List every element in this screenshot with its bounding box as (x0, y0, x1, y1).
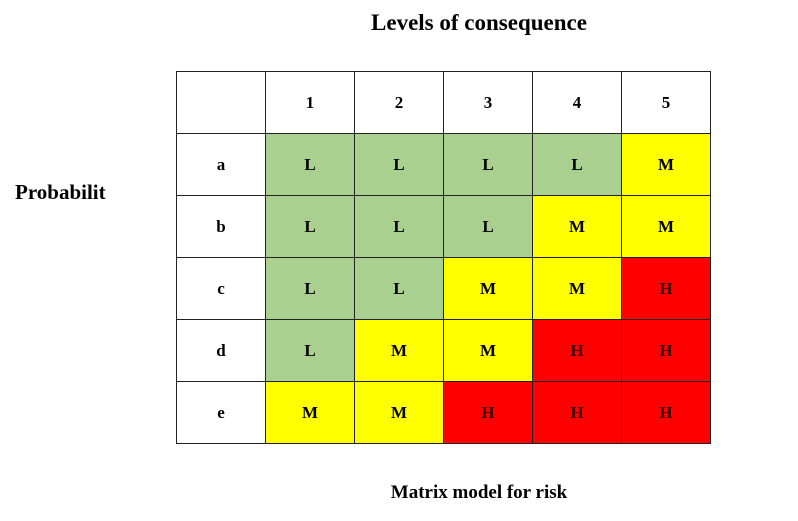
risk-cell: L (265, 319, 355, 382)
risk-cell: M (532, 257, 622, 320)
risk-cell: L (354, 257, 444, 320)
risk-cell: H (532, 381, 622, 444)
col-header: 5 (621, 71, 711, 134)
risk-cell: H (443, 381, 533, 444)
risk-cell: L (532, 133, 622, 196)
corner-cell (176, 71, 266, 134)
risk-cell: M (265, 381, 355, 444)
risk-cell: H (621, 381, 711, 444)
risk-cell: L (265, 257, 355, 320)
risk-cell: L (265, 133, 355, 196)
col-header: 4 (532, 71, 622, 134)
risk-cell: M (621, 133, 711, 196)
risk-cell: M (621, 195, 711, 258)
col-header: 2 (354, 71, 444, 134)
col-header: 1 (265, 71, 355, 134)
risk-cell: M (532, 195, 622, 258)
y-axis-label: Probabilit (15, 180, 106, 204)
chart-caption: Matrix model for risk (390, 482, 568, 503)
risk-cell: H (621, 257, 711, 320)
chart-title: Levels of consequence (371, 10, 587, 35)
risk-cell: M (443, 257, 533, 320)
row-header: a (176, 133, 266, 196)
row-header: b (176, 195, 266, 258)
risk-cell: L (354, 195, 444, 258)
col-header: 3 (443, 71, 533, 134)
risk-cell: L (443, 195, 533, 258)
risk-cell: H (532, 319, 622, 382)
row-header: e (176, 381, 266, 444)
risk-cell: L (443, 133, 533, 196)
risk-cell: L (354, 133, 444, 196)
header-row: 1 2 3 4 5 (176, 71, 711, 134)
risk-cell: M (354, 319, 444, 382)
risk-cell: H (621, 319, 711, 382)
risk-cell: M (443, 319, 533, 382)
risk-cell: M (354, 381, 444, 444)
row-header: c (176, 257, 266, 320)
risk-cell: L (265, 195, 355, 258)
row-header: d (176, 319, 266, 382)
